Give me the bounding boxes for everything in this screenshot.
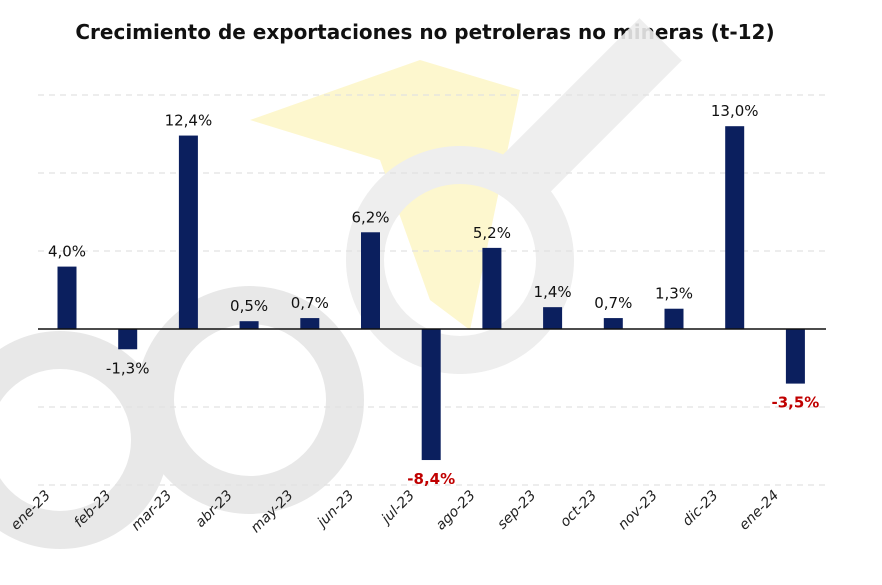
x-tick-label: nov-23	[615, 488, 661, 534]
x-tick-label: ene-24	[736, 488, 782, 534]
data-label: 5,2%	[473, 224, 511, 242]
data-label: -1,3%	[106, 359, 150, 377]
data-label: -8,4%	[407, 470, 455, 488]
x-tick-label: ago-23	[433, 488, 479, 534]
x-tick-label: jun-23	[313, 488, 357, 532]
bar-jun-23	[361, 232, 380, 329]
x-tick-label: jul-23	[377, 488, 418, 529]
x-tick-label: dic-23	[680, 488, 722, 530]
data-label: 12,4%	[165, 112, 213, 130]
bar-abr-23	[239, 321, 259, 329]
bar-dic-23	[725, 126, 745, 329]
bar-sep-23	[543, 307, 563, 329]
data-label: 0,7%	[291, 294, 329, 312]
x-tick-label: oct-23	[557, 488, 600, 531]
data-label: 1,3%	[655, 285, 693, 303]
data-label: 6,2%	[351, 208, 389, 226]
bar-ene-23	[57, 266, 77, 329]
watermark	[0, 18, 682, 549]
data-label: -3,5%	[771, 394, 819, 412]
bar-ago-23	[482, 247, 502, 329]
data-label: 13,0%	[711, 102, 759, 120]
bar-nov-23	[664, 308, 684, 329]
bar-feb-23	[118, 329, 138, 350]
bar-mar-23	[178, 135, 198, 329]
data-label: 4,0%	[48, 243, 86, 261]
bar-jul-23	[421, 329, 441, 461]
bar-oct-23	[603, 318, 623, 329]
x-tick-label: sep-23	[494, 488, 539, 533]
data-label: 0,5%	[230, 297, 268, 315]
bar-ene-24	[785, 329, 805, 384]
bar-may-23	[300, 318, 320, 329]
data-label: 1,4%	[534, 283, 572, 301]
data-label: 0,7%	[594, 294, 632, 312]
